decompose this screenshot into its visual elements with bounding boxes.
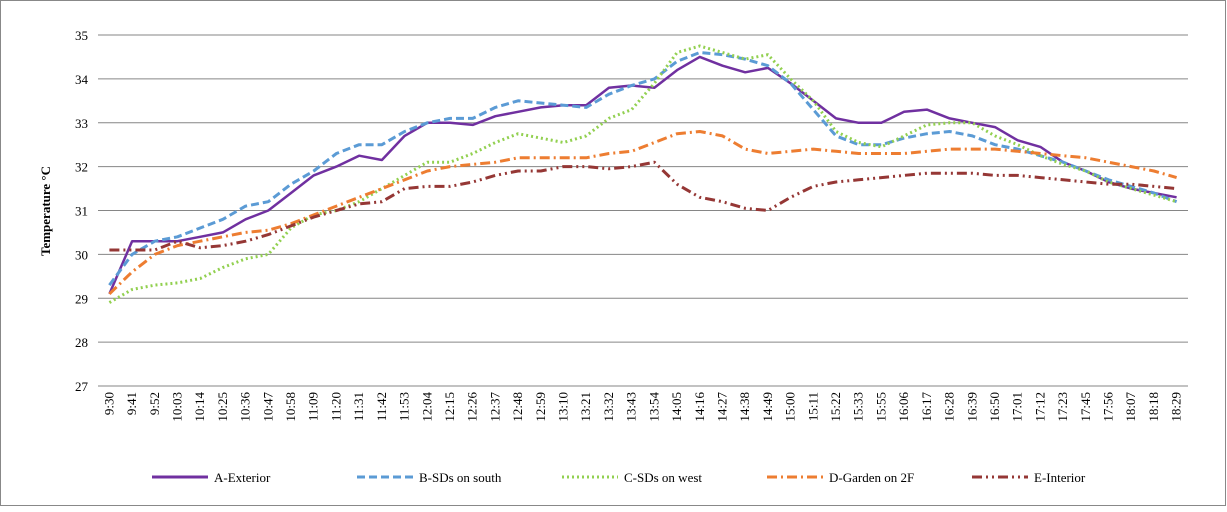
- x-tick-label: 10:58: [283, 392, 298, 422]
- x-tick-label: 18:29: [1169, 392, 1184, 422]
- x-tick-label: 18:18: [1146, 392, 1161, 422]
- x-tick-label: 12:48: [510, 392, 525, 422]
- x-tick-label: 12:04: [419, 392, 434, 422]
- x-tick-label: 13:21: [578, 392, 593, 422]
- x-tick-label: 9:41: [124, 392, 139, 415]
- x-tick-label: 16:50: [987, 392, 1002, 422]
- x-tick-label: 14:38: [737, 392, 752, 422]
- x-tick-label: 11:20: [328, 392, 343, 421]
- y-tick-label: 31: [75, 204, 88, 219]
- series-line: [108, 55, 1177, 295]
- x-tick-label: 15:55: [873, 392, 888, 422]
- x-tick-label: 16:39: [964, 392, 979, 422]
- x-tick-label: 15:00: [783, 392, 798, 422]
- y-tick-label: 30: [75, 247, 88, 262]
- x-tick-label: 14:16: [692, 392, 707, 422]
- y-tick-label: 32: [75, 160, 88, 175]
- series-line: [108, 51, 1178, 286]
- x-tick-label: 9:30: [101, 392, 116, 415]
- x-tick-label: 14:05: [669, 392, 684, 422]
- x-tick-label: 10:03: [169, 392, 184, 422]
- y-tick-label: 28: [75, 335, 88, 350]
- x-tick-label: 17:23: [1055, 392, 1070, 422]
- x-tick-label: 14:49: [760, 392, 775, 422]
- y-tick-label: 34: [75, 72, 89, 87]
- y-tick-label: 27: [75, 379, 89, 394]
- x-tick-label: 9:52: [147, 392, 162, 415]
- x-tick-label: 10:47: [260, 392, 275, 422]
- legend-label: E-Interior: [1034, 470, 1086, 485]
- x-tick-label: 13:10: [556, 392, 571, 422]
- x-tick-label: 11:31: [351, 392, 366, 421]
- x-tick-label: 11:09: [306, 392, 321, 421]
- legend-label: A-Exterior: [214, 470, 271, 485]
- x-tick-label: 13:32: [601, 392, 616, 422]
- x-tick-label: 13:54: [646, 392, 661, 422]
- x-tick-label: 12:59: [533, 392, 548, 422]
- x-tick-label: 16:28: [942, 392, 957, 422]
- x-tick-label: 10:14: [192, 392, 207, 422]
- series-line: [108, 130, 1178, 295]
- legend-label: B-SDs on south: [419, 470, 502, 485]
- x-tick-label: 17:45: [1078, 392, 1093, 422]
- x-tick-label: 17:01: [1010, 392, 1025, 422]
- series-line: [109, 160, 1177, 252]
- x-tick-label: 17:56: [1101, 392, 1116, 422]
- x-tick-label: 16:06: [896, 392, 911, 422]
- legend-label: D-Garden on 2F: [829, 470, 914, 485]
- x-tick-label: 12:15: [442, 392, 457, 422]
- x-tick-label: 14:27: [714, 392, 729, 422]
- x-tick-label: 15:11: [805, 392, 820, 421]
- x-tick-label: 12:37: [487, 392, 502, 422]
- x-tick-label: 10:36: [238, 392, 253, 422]
- x-tick-label: 15:33: [851, 392, 866, 422]
- x-tick-label: 16:17: [919, 392, 934, 422]
- x-tick-label: 18:07: [1123, 392, 1138, 422]
- x-tick-label: 12:26: [465, 392, 480, 422]
- x-tick-label: 15:22: [828, 392, 843, 422]
- x-tick-label: 17:12: [1032, 392, 1047, 422]
- series-line: [108, 44, 1178, 304]
- x-tick-label: 11:42: [374, 392, 389, 421]
- y-axis-title: Temperature °C: [38, 166, 53, 256]
- x-tick-label: 11:53: [397, 392, 412, 421]
- y-tick-label: 33: [75, 116, 88, 131]
- legend-label: C-SDs on west: [624, 470, 702, 485]
- x-tick-label: 10:25: [215, 392, 230, 422]
- y-tick-label: 29: [75, 291, 88, 306]
- y-tick-label: 35: [75, 28, 88, 43]
- x-tick-label: 13:43: [624, 392, 639, 422]
